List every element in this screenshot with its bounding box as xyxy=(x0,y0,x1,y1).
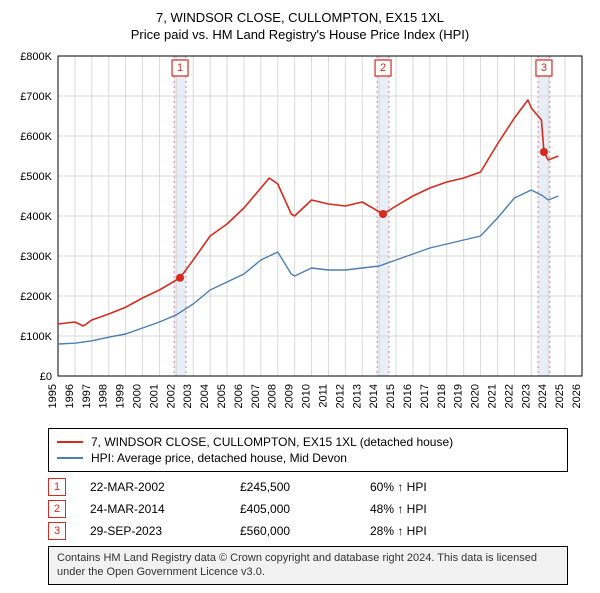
svg-text:£400K: £400K xyxy=(20,211,52,223)
svg-text:£0: £0 xyxy=(40,371,52,383)
svg-text:£200K: £200K xyxy=(20,291,52,303)
chart-area: £0 £100K £200K £300K £400K £500K £600K £700K £80… xyxy=(8,50,592,420)
event-diff: 60% ↑ HPI xyxy=(370,480,427,494)
svg-text:2014: 2014 xyxy=(368,384,380,408)
legend-item: 7, WINDSOR CLOSE, CULLOMPTON, EX15 1XL (… xyxy=(57,435,559,449)
svg-text:2002: 2002 xyxy=(165,384,177,408)
svg-text:2015: 2015 xyxy=(385,384,397,408)
events-table: 1 22-MAR-2002£245,50060% ↑ HPI 2 24-MAR-201… xyxy=(48,478,568,540)
event-diff: 28% ↑ HPI xyxy=(370,524,427,538)
svg-text:2010: 2010 xyxy=(301,384,313,408)
svg-text:1997: 1997 xyxy=(81,384,93,408)
svg-text:2013: 2013 xyxy=(351,384,363,408)
svg-text:1998: 1998 xyxy=(98,384,110,408)
svg-text:2001: 2001 xyxy=(148,384,160,408)
event-diff: 48% ↑ HPI xyxy=(370,502,427,516)
svg-text:2012: 2012 xyxy=(334,384,346,408)
svg-text:2020: 2020 xyxy=(470,384,482,408)
svg-text:2021: 2021 xyxy=(486,384,498,408)
svg-text:1996: 1996 xyxy=(64,384,76,408)
legend-label: 7, WINDSOR CLOSE, CULLOMPTON, EX15 1XL (… xyxy=(91,435,453,449)
chart-title-block: 7, WINDSOR CLOSE, CULLOMPTON, EX15 1XL P… xyxy=(8,10,592,42)
svg-text:2008: 2008 xyxy=(267,384,279,408)
event-price: £560,000 xyxy=(240,524,370,538)
svg-text:2023: 2023 xyxy=(520,384,532,408)
svg-text:2004: 2004 xyxy=(199,384,211,408)
svg-text:2025: 2025 xyxy=(554,384,566,408)
svg-text:1: 1 xyxy=(177,62,183,74)
event-row: 2 24-MAR-2014£405,00048% ↑ HPI xyxy=(48,500,568,518)
svg-text:2022: 2022 xyxy=(503,384,515,408)
legend: 7, WINDSOR CLOSE, CULLOMPTON, EX15 1XL (… xyxy=(48,428,568,472)
svg-text:2: 2 xyxy=(380,62,386,74)
chart-svg: £0 £100K £200K £300K £400K £500K £600K £700K £80… xyxy=(8,50,592,420)
legend-label: HPI: Average price, detached house, Mid … xyxy=(91,451,347,465)
svg-text:1999: 1999 xyxy=(115,384,127,408)
event-date: 22-MAR-2002 xyxy=(90,480,240,494)
svg-text:1995: 1995 xyxy=(47,384,59,408)
svg-text:2026: 2026 xyxy=(571,384,583,408)
svg-text:2011: 2011 xyxy=(317,384,329,408)
legend-swatch xyxy=(57,441,83,443)
svg-text:£800K: £800K xyxy=(20,51,52,63)
svg-text:£700K: £700K xyxy=(20,91,52,103)
svg-text:£500K: £500K xyxy=(20,171,52,183)
event-number: 3 xyxy=(48,522,66,540)
svg-text:2005: 2005 xyxy=(216,384,228,408)
svg-text:2018: 2018 xyxy=(436,384,448,408)
event-date: 24-MAR-2014 xyxy=(90,502,240,516)
svg-text:£300K: £300K xyxy=(20,251,52,263)
legend-swatch xyxy=(57,457,83,459)
svg-text:2000: 2000 xyxy=(132,384,144,408)
svg-text:2016: 2016 xyxy=(402,384,414,408)
svg-text:2006: 2006 xyxy=(233,384,245,408)
attribution: Contains HM Land Registry data © Crown c… xyxy=(48,546,568,585)
svg-text:2009: 2009 xyxy=(284,384,296,408)
svg-text:2003: 2003 xyxy=(182,384,194,408)
title-subtitle: Price paid vs. HM Land Registry's House … xyxy=(8,27,592,42)
event-date: 29-SEP-2023 xyxy=(90,524,240,538)
legend-item: HPI: Average price, detached house, Mid … xyxy=(57,451,559,465)
event-row: 1 22-MAR-2002£245,50060% ↑ HPI xyxy=(48,478,568,496)
event-price: £245,500 xyxy=(240,480,370,494)
event-row: 3 29-SEP-2023£560,00028% ↑ HPI xyxy=(48,522,568,540)
svg-text:3: 3 xyxy=(541,62,547,74)
svg-text:2024: 2024 xyxy=(537,384,549,408)
svg-text:2007: 2007 xyxy=(250,384,262,408)
event-number: 1 xyxy=(48,478,66,496)
svg-text:2017: 2017 xyxy=(419,384,431,408)
event-number: 2 xyxy=(48,500,66,518)
event-price: £405,000 xyxy=(240,502,370,516)
svg-text:£600K: £600K xyxy=(20,131,52,143)
svg-text:£100K: £100K xyxy=(20,331,52,343)
svg-text:2019: 2019 xyxy=(453,384,465,408)
title-address: 7, WINDSOR CLOSE, CULLOMPTON, EX15 1XL xyxy=(8,10,592,25)
